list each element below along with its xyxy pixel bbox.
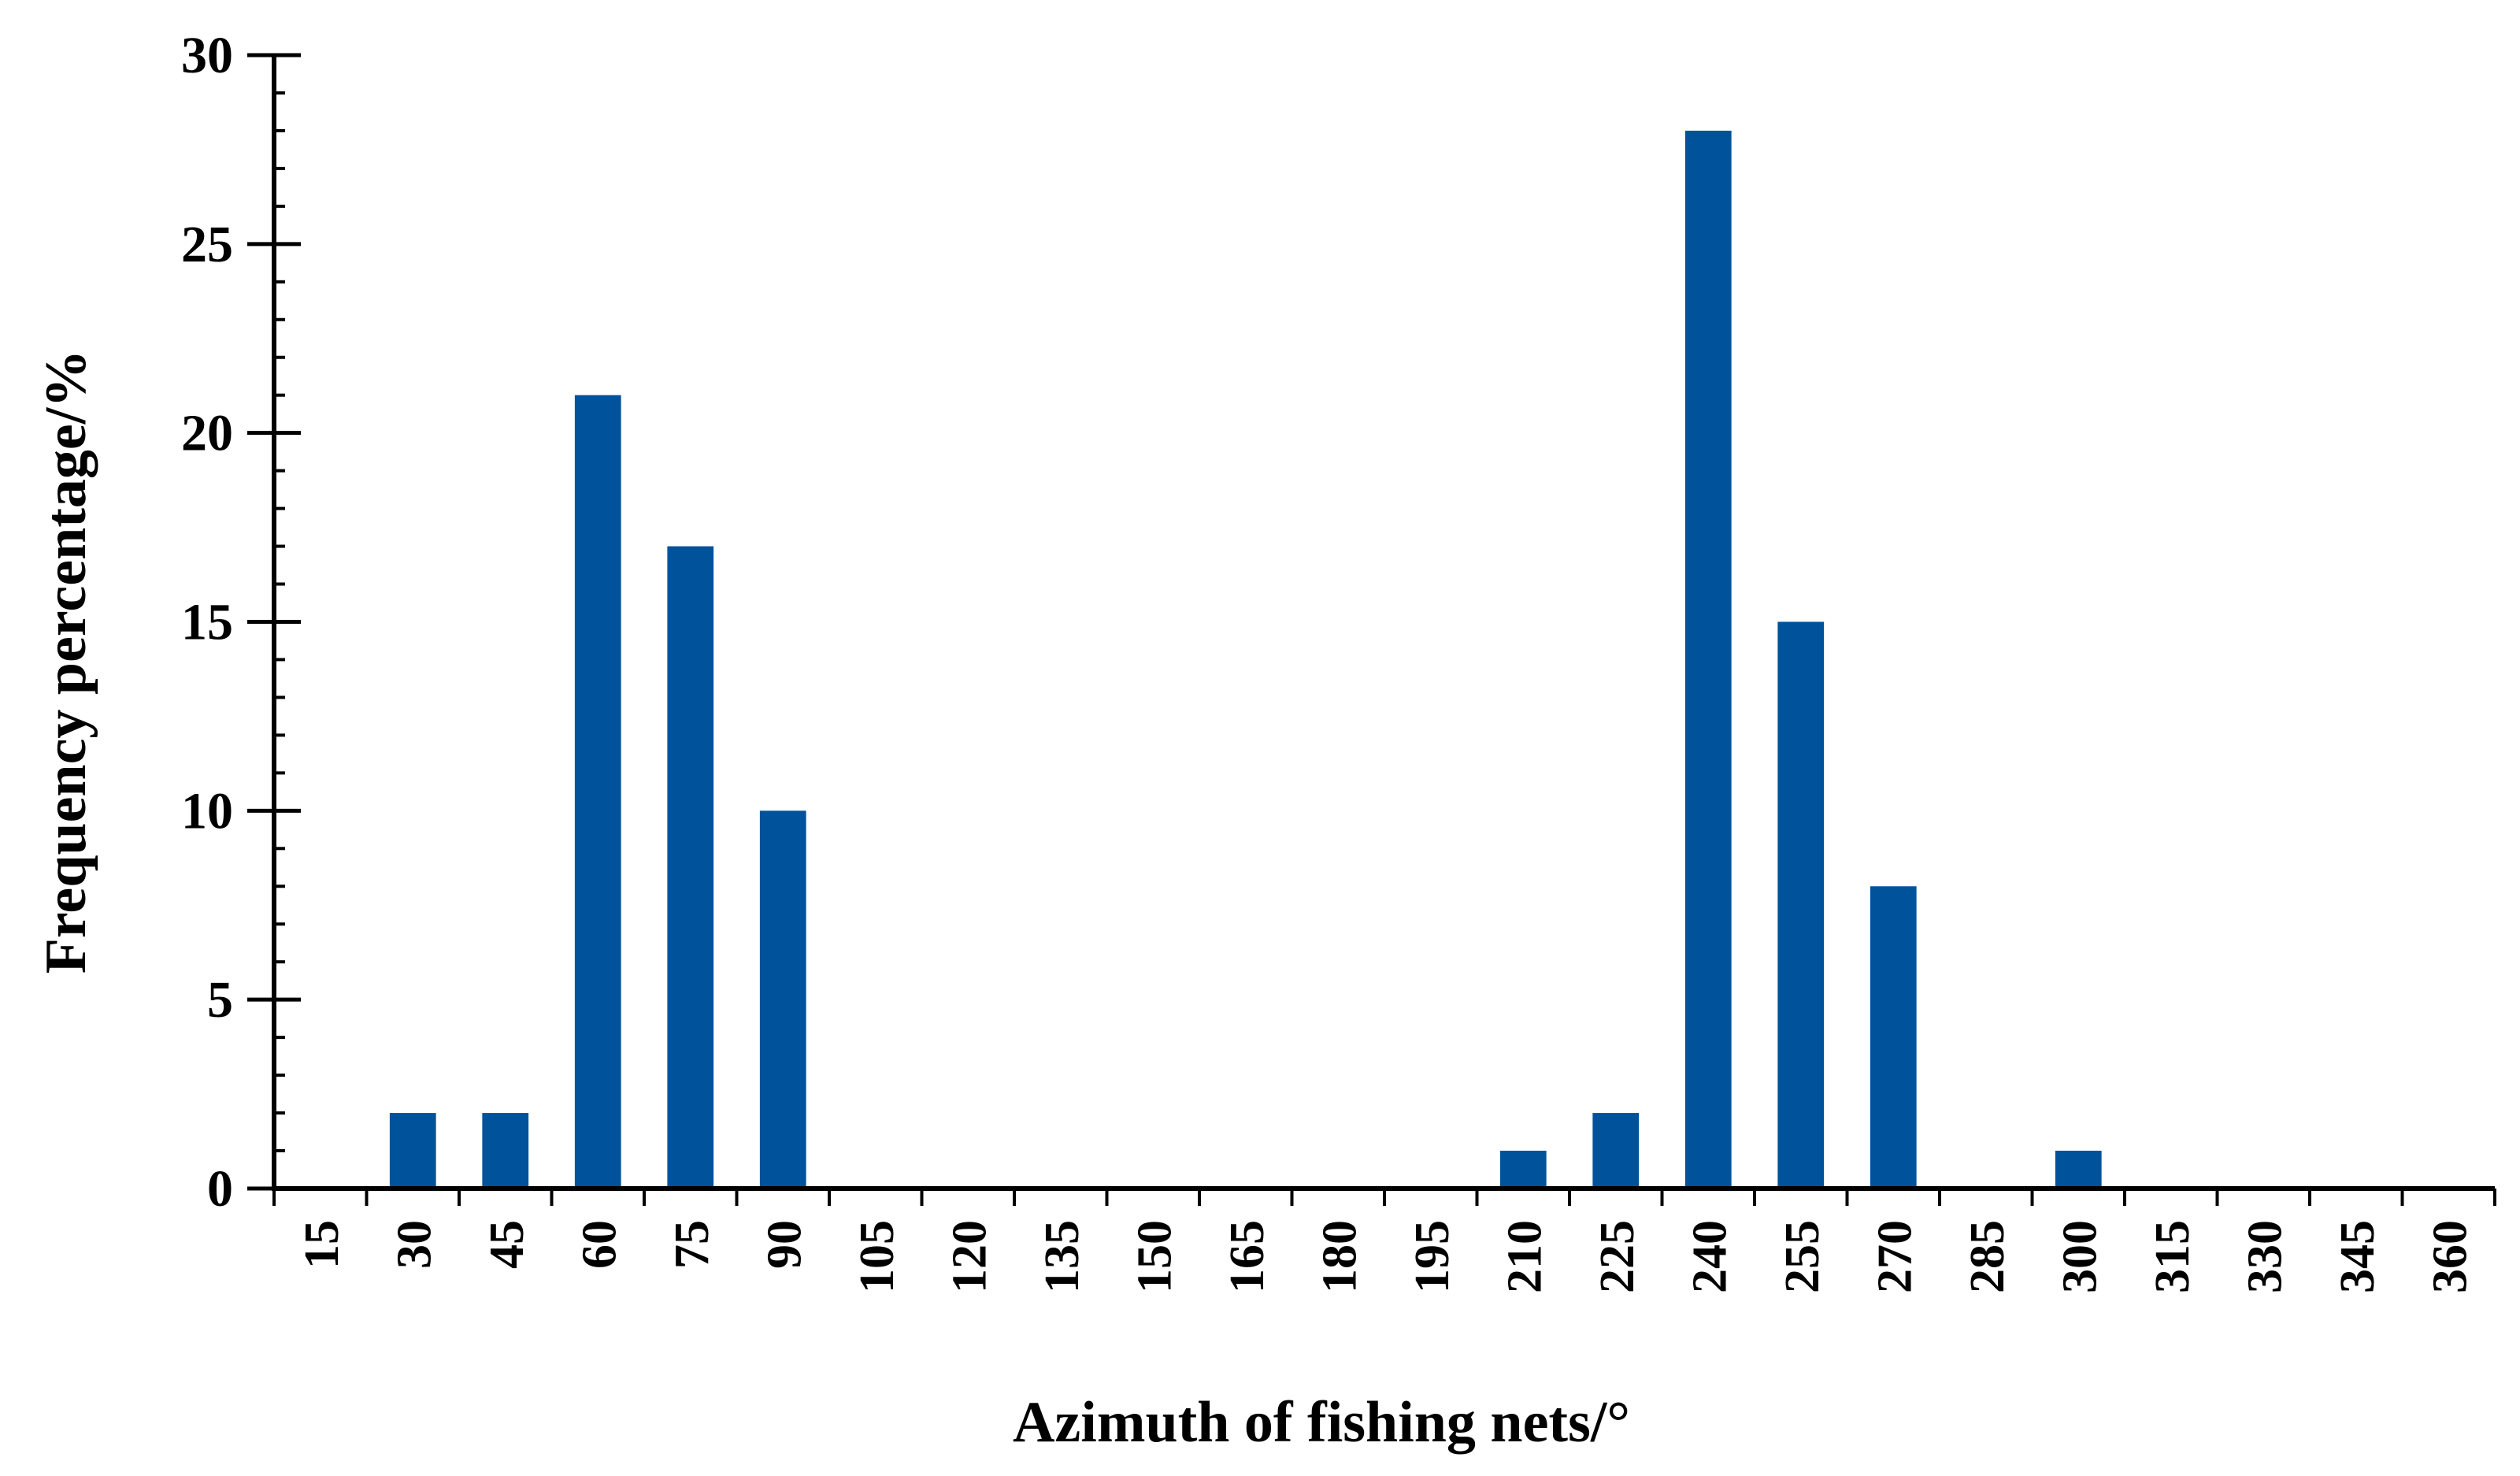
axes (247, 53, 2496, 1206)
bar-255 (1777, 621, 1825, 1189)
x-tick-label: 240 (1683, 1220, 1736, 1293)
x-tick-label: 300 (2053, 1220, 2107, 1293)
x-tick-label: 225 (1591, 1220, 1644, 1293)
tick-labels: 0 5 10 15 20 25 30 15 30 45 60 75 90 105 120 135 150 165 1… (181, 27, 2477, 1293)
x-tick-label: 75 (665, 1220, 719, 1269)
x-axis-title: Azimuth of fishing nets/° (1013, 1390, 1630, 1455)
x-tick-label: 345 (2331, 1220, 2385, 1293)
x-tick-label: 150 (1128, 1220, 1181, 1293)
bar-270 (1870, 886, 1917, 1189)
x-tick-label: 315 (2146, 1220, 2199, 1293)
x-tick-label: 330 (2238, 1220, 2292, 1293)
bars (389, 130, 2102, 1189)
x-tick-label: 105 (850, 1220, 904, 1293)
bar-60 (574, 395, 621, 1189)
x-tick-label: 180 (1313, 1220, 1366, 1293)
x-tick-label: 255 (1776, 1220, 1829, 1293)
y-tick-label: 20 (181, 405, 233, 462)
y-tick-label: 5 (207, 971, 233, 1029)
x-tick-label: 30 (387, 1220, 441, 1269)
x-tick-label: 45 (480, 1220, 534, 1269)
bar-30 (389, 1113, 436, 1189)
x-tick-label: 285 (1961, 1220, 2014, 1293)
x-tick-label: 165 (1221, 1220, 1274, 1293)
y-tick-label: 0 (207, 1160, 233, 1218)
bar-90 (759, 810, 806, 1189)
x-tick-label: 120 (943, 1220, 996, 1293)
x-tick-label: 90 (758, 1220, 811, 1269)
x-tick-label: 195 (1406, 1220, 1459, 1293)
x-tick-label: 210 (1498, 1220, 1551, 1293)
y-tick-label: 10 (181, 782, 233, 840)
x-tick-label: 15 (295, 1220, 349, 1269)
bar-45 (482, 1113, 529, 1189)
x-tick-label: 270 (1868, 1220, 1922, 1293)
bar-225 (1592, 1113, 1640, 1189)
y-tick-label: 15 (181, 594, 233, 651)
y-axis-title: Frequency percentage/% (34, 350, 98, 974)
x-tick-label: 60 (573, 1220, 626, 1269)
bar-210 (1499, 1151, 1547, 1189)
bar-75 (667, 546, 714, 1189)
y-tick-label: 25 (181, 216, 233, 273)
y-tick-label: 30 (181, 27, 233, 84)
bar-300 (2055, 1151, 2102, 1189)
bar-240 (1684, 130, 1732, 1189)
x-tick-label: 135 (1036, 1220, 1089, 1293)
x-tick-label: 360 (2423, 1220, 2477, 1293)
